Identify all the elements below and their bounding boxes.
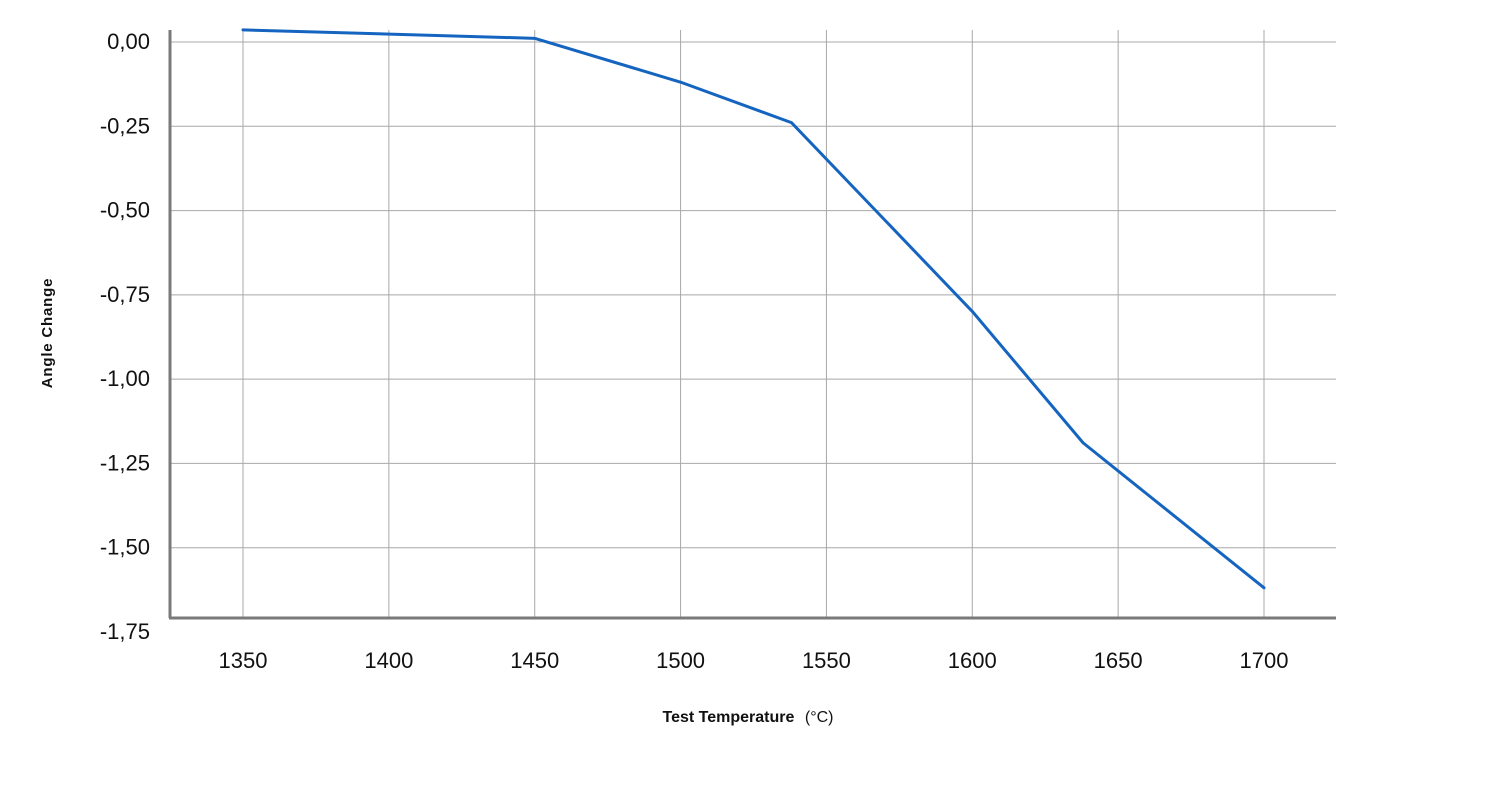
- y-tick-label: -0,25: [100, 113, 150, 138]
- y-tick-label: -1,00: [100, 366, 150, 391]
- x-tick-label: 1600: [948, 648, 997, 673]
- x-axis-title-text: Test Temperature: [663, 709, 795, 726]
- y-tick-label: -1,75: [100, 619, 150, 644]
- gridlines: [170, 30, 1336, 618]
- y-tick-label: 0,00: [107, 29, 150, 54]
- series-layer: [241, 28, 1266, 590]
- x-tick-label: 1500: [656, 648, 705, 673]
- x-axis-title-unit: (°C): [805, 709, 834, 726]
- x-tick-label: 1650: [1094, 648, 1143, 673]
- x-tick-label: 1350: [219, 648, 268, 673]
- y-tick-label: -0,75: [100, 282, 150, 307]
- y-tick-label: -1,25: [100, 450, 150, 475]
- series-line: [241, 28, 1266, 590]
- x-tick-label: 1450: [510, 648, 559, 673]
- y-axis-title: Angle Change: [39, 278, 56, 388]
- x-axis-title: Test Temperature (°C): [663, 709, 834, 726]
- x-tick-label: 1400: [364, 648, 413, 673]
- y-tick-label: -1,50: [100, 535, 150, 560]
- axes: [168, 30, 1336, 620]
- x-tick-label: 1550: [802, 648, 851, 673]
- y-tick-label: -0,50: [100, 198, 150, 223]
- x-tick-labels: 1350 1400 1450 1500 1550 1600 1650 1700: [219, 648, 1289, 673]
- x-tick-label: 1700: [1240, 648, 1289, 673]
- y-tick-labels: 0,00 -0,25 -0,50 -0,75 -1,00 -1,25 -1,50 -1,75: [100, 29, 150, 644]
